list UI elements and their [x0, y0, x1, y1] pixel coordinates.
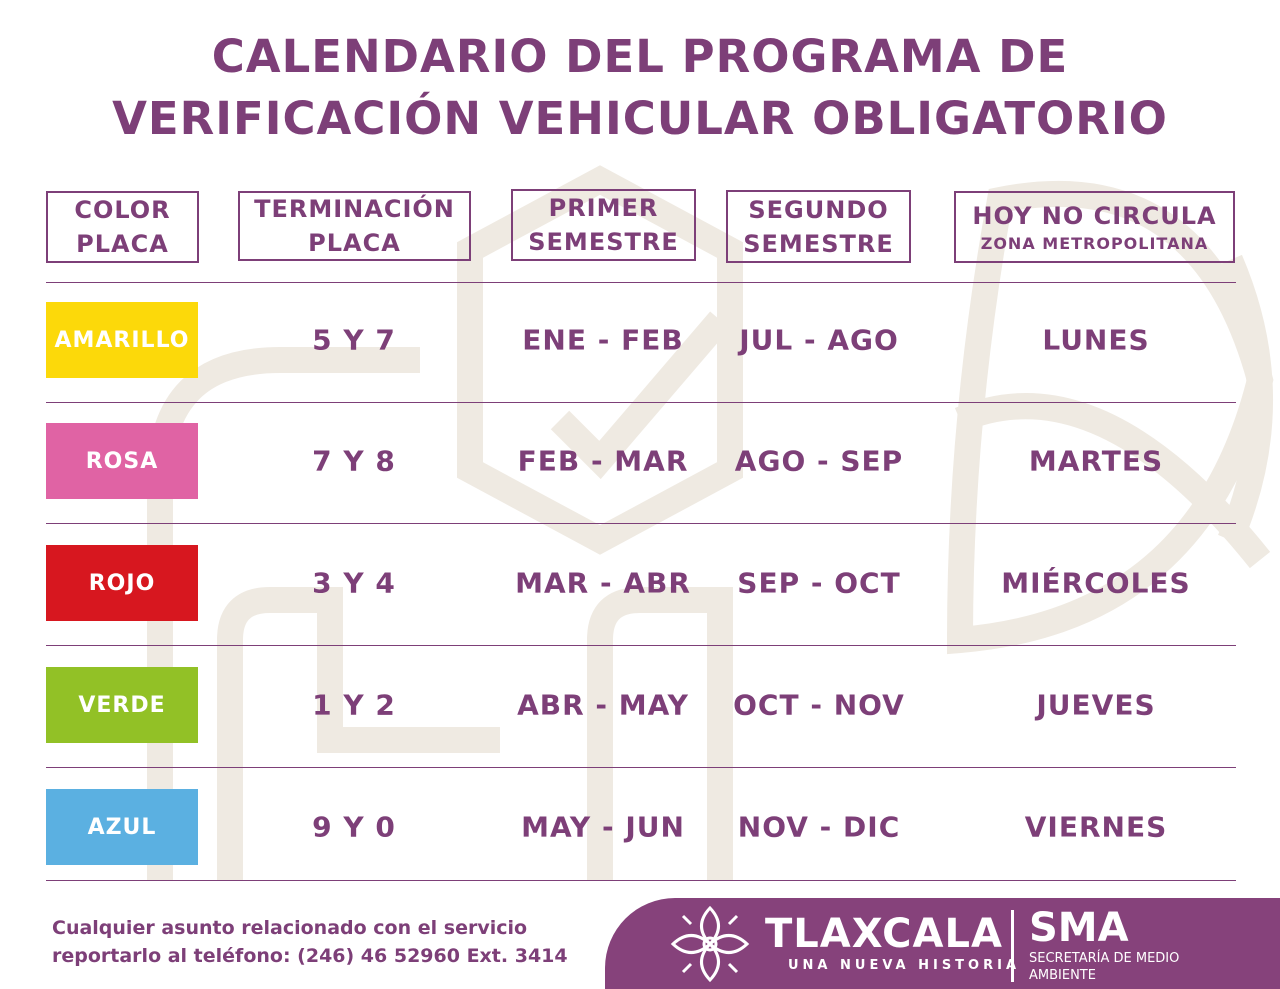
logo-divider — [1011, 910, 1014, 982]
cell-primer: ABR - MAY — [517, 688, 689, 722]
cell-hoy-no-circula: MIÉRCOLES — [1001, 566, 1191, 600]
footer-logo-band: TLAXCALA UNA NUEVA HISTORIA SMA SECRETAR… — [605, 898, 1280, 989]
cell-terminacion: 9 Y 0 — [312, 810, 396, 844]
color-swatch-verde: VERDE — [46, 667, 198, 743]
cell-terminacion: 7 Y 8 — [312, 444, 396, 478]
cell-segundo: JUL - AGO — [739, 323, 899, 357]
contact-line-1: Cualquier asunto relacionado con el serv… — [52, 917, 528, 939]
cell-segundo: AGO - SEP — [734, 444, 904, 478]
cell-terminacion: 1 Y 2 — [312, 688, 396, 722]
cell-hoy-no-circula: VIERNES — [1024, 810, 1168, 844]
sma-subtitle-line-2: AMBIENTE — [1029, 968, 1096, 983]
cell-primer: FEB - MAR — [517, 444, 689, 478]
header-text: SEGUNDO — [748, 195, 889, 224]
divider — [46, 880, 1236, 881]
page-title-line-2: VERIFICACIÓN VEHICULAR OBLIGATORIO — [112, 92, 1168, 145]
header-text: SEMESTRE — [528, 228, 679, 256]
divider — [46, 282, 1236, 283]
cell-terminacion: 3 Y 4 — [312, 566, 396, 600]
header-text: TERMINACIÓN — [254, 195, 455, 223]
cell-terminacion: 5 Y 7 — [312, 323, 396, 357]
sma-subtitle: SECRETARÍA DE MEDIO AMBIENTE — [1029, 950, 1179, 984]
cell-segundo: OCT - NOV — [733, 688, 905, 722]
header-hoy-no-circula: HOY NO CIRCULA ZONA METROPOLITANA — [954, 191, 1235, 263]
header-text: PLACA — [76, 230, 169, 258]
cell-primer: ENE - FEB — [522, 323, 684, 357]
contact-line-2: reportarlo al teléfono: (246) 46 52960 E… — [52, 945, 568, 967]
color-swatch-amarillo: AMARILLO — [46, 302, 198, 378]
header-text: COLOR — [74, 196, 171, 224]
cell-segundo: NOV - DIC — [737, 810, 901, 844]
header-color-placa: COLOR PLACA — [46, 191, 199, 263]
header-text: PLACA — [308, 229, 401, 257]
color-swatch-rosa: ROSA — [46, 423, 198, 499]
sma-subtitle-line-1: SECRETARÍA DE MEDIO — [1029, 951, 1180, 966]
cell-hoy-no-circula: MARTES — [1028, 444, 1164, 478]
contact-info: Cualquier asunto relacionado con el serv… — [52, 914, 568, 970]
header-text: HOY NO CIRCULA — [972, 202, 1217, 230]
cell-hoy-no-circula: LUNES — [1042, 323, 1150, 357]
header-segundo-semestre: SEGUNDO SEMESTRE — [726, 190, 911, 263]
color-swatch-rojo: ROJO — [46, 545, 198, 621]
divider — [46, 645, 1236, 646]
header-terminacion-placa: TERMINACIÓN PLACA — [238, 191, 471, 261]
header-primer-semestre: PRIMER SEMESTRE — [511, 189, 696, 261]
header-text: PRIMER — [548, 194, 659, 222]
cell-primer: MAR - ABR — [515, 566, 691, 600]
divider — [46, 523, 1236, 524]
header-subtext: ZONA METROPOLITANA — [980, 234, 1209, 253]
cell-hoy-no-circula: JUEVES — [1036, 688, 1156, 722]
sma-logo-text: SMA — [1029, 905, 1129, 951]
divider — [46, 767, 1236, 768]
flower-emblem-icon — [670, 905, 750, 983]
color-swatch-azul: AZUL — [46, 789, 198, 865]
tlaxcala-logo-text: TLAXCALA — [765, 911, 1003, 957]
divider — [46, 402, 1236, 403]
cell-segundo: SEP - OCT — [737, 566, 901, 600]
page-title-line-1: CALENDARIO DEL PROGRAMA DE — [211, 30, 1069, 83]
tlaxcala-tagline: UNA NUEVA HISTORIA — [788, 958, 1021, 973]
cell-primer: MAY - JUN — [521, 810, 685, 844]
header-text: SEMESTRE — [743, 229, 894, 258]
